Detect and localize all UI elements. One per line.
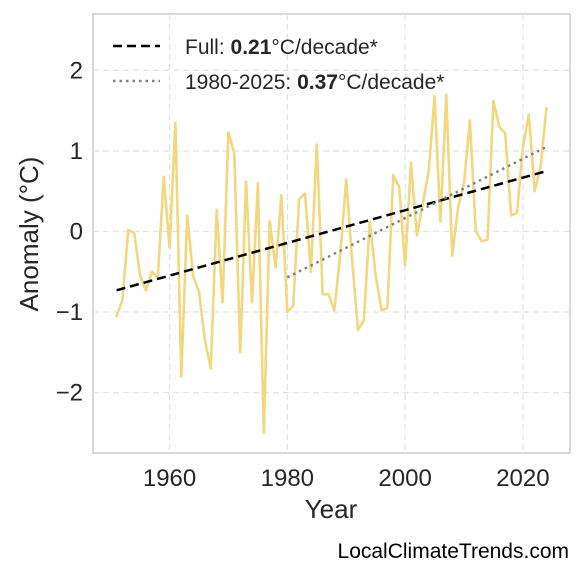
legend-1980-prefix: 1980-2025: xyxy=(185,71,297,94)
grid xyxy=(93,14,570,453)
x-tick-label-1980: 1980 xyxy=(261,465,314,492)
legend-full-value: 0.21 xyxy=(231,36,272,59)
legend-full-suffix: °C/decade* xyxy=(271,36,377,59)
y-axis-ticks: −2 −1 0 1 2 xyxy=(56,57,83,406)
legend: Full: 0.21°C/decade* 1980-2025: 0.37°C/d… xyxy=(113,36,444,94)
y-tick-label--1: −1 xyxy=(56,299,83,326)
legend-full-prefix: Full: xyxy=(185,36,231,59)
y-tick-label--2: −2 xyxy=(56,380,83,407)
x-axis-ticks: 1960 1980 2000 2020 xyxy=(143,465,550,492)
y-tick-label-0: 0 xyxy=(70,218,83,245)
x-tick-label-1960: 1960 xyxy=(143,465,196,492)
legend-entry-full: Full: 0.21°C/decade* xyxy=(185,36,378,59)
legend-entry-1980-2025: 1980-2025: 0.37°C/decade* xyxy=(185,71,444,94)
series-layer xyxy=(115,93,548,435)
plot-area xyxy=(92,13,571,454)
legend-1980-value: 0.37 xyxy=(297,71,338,94)
x-axis-label: Year xyxy=(305,494,358,524)
watermark: LocalClimateTrends.com xyxy=(337,540,569,563)
trend-layer xyxy=(116,145,548,292)
trend-line-1 xyxy=(286,145,548,279)
y-axis-label: Anomaly (°C) xyxy=(14,157,44,312)
legend-1980-suffix: °C/decade* xyxy=(338,71,444,94)
series-line-0 xyxy=(115,93,548,435)
x-tick-label-2000: 2000 xyxy=(378,465,431,492)
y-tick-label-2: 2 xyxy=(70,57,83,84)
x-tick-label-2020: 2020 xyxy=(496,465,549,492)
y-tick-label-1: 1 xyxy=(70,138,83,165)
trend-line-0 xyxy=(116,169,547,292)
